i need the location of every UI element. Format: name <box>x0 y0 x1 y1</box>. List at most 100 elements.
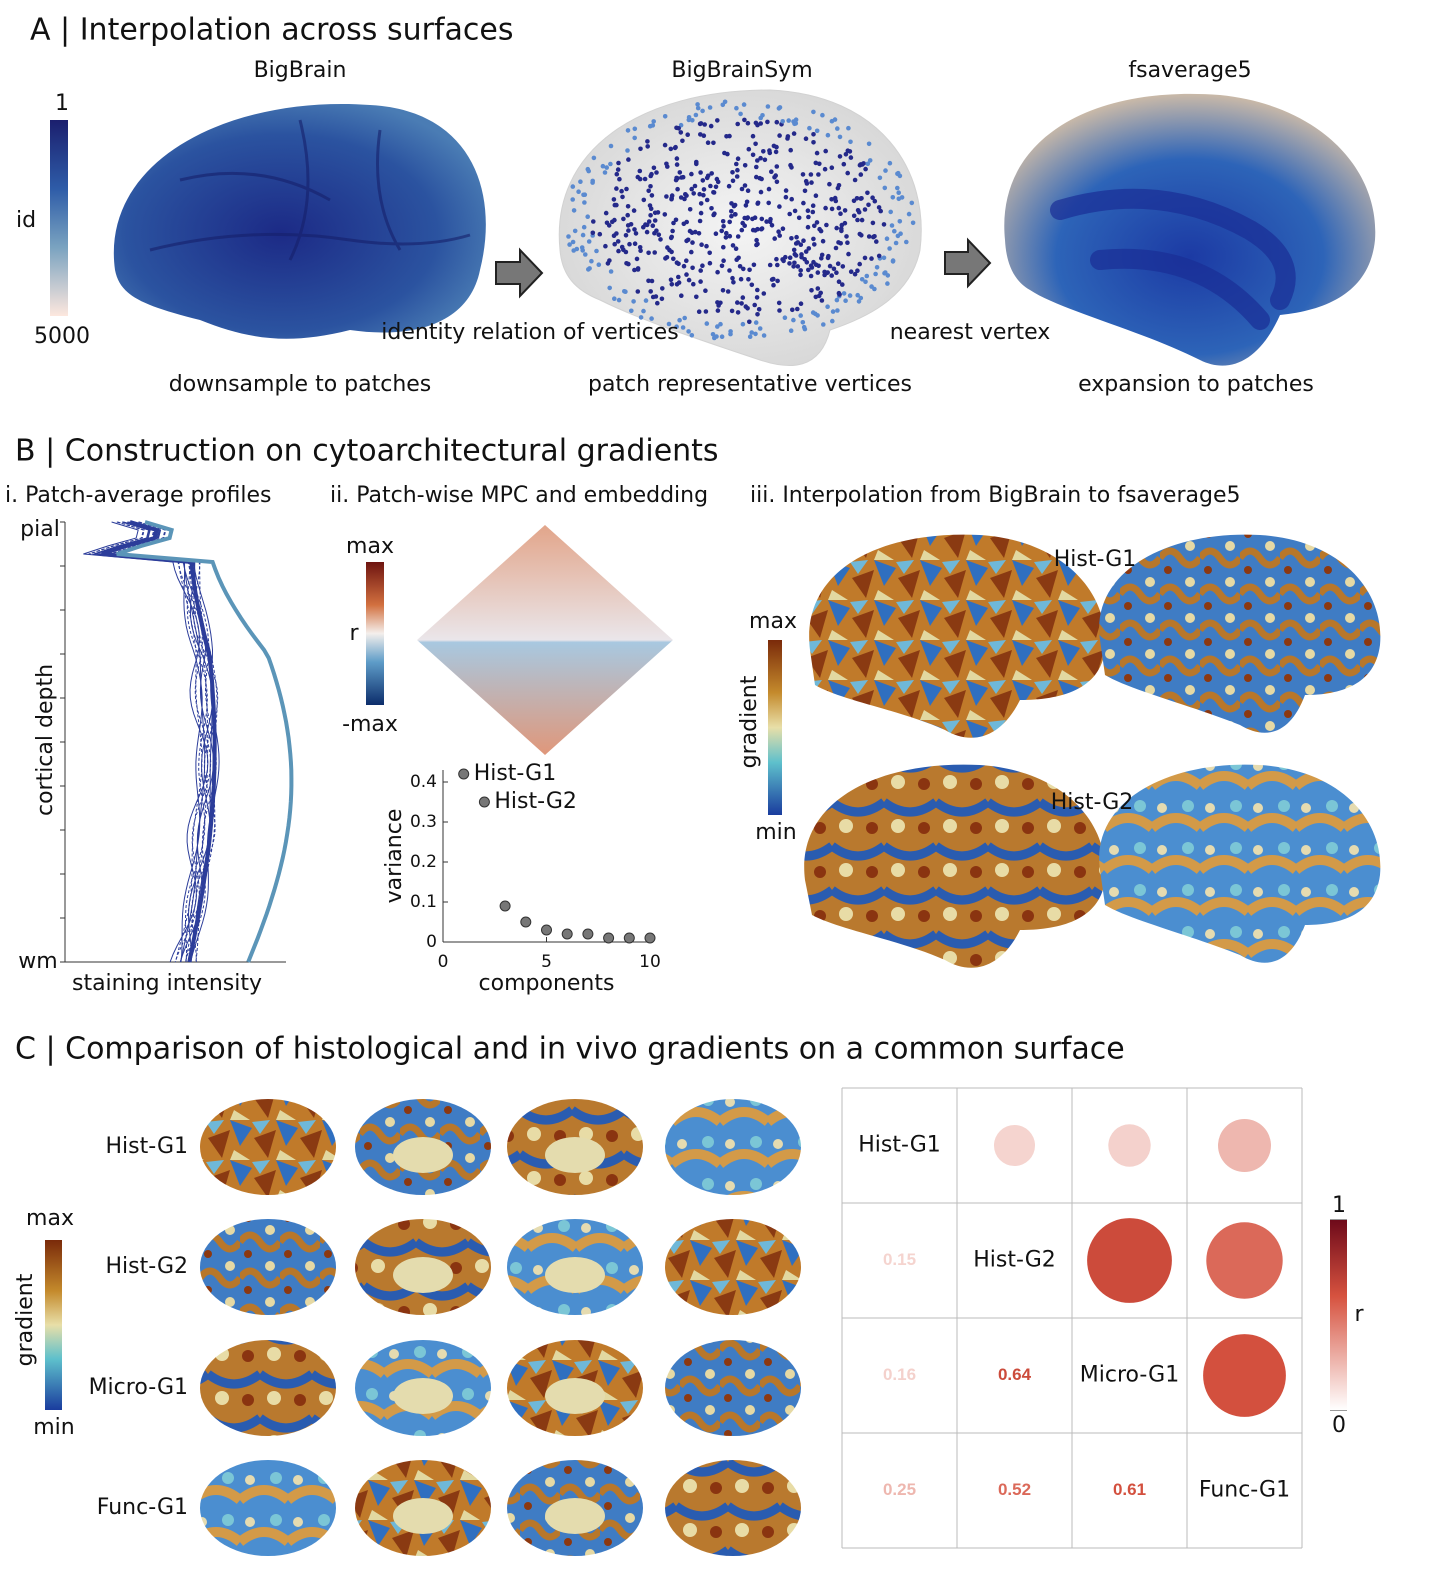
medial-wall <box>393 1137 453 1173</box>
vertex-dot <box>895 233 901 239</box>
vertex-dot <box>698 170 703 175</box>
vertex-dot <box>806 246 812 251</box>
vertex-dot <box>638 248 643 253</box>
vertex-dot <box>662 212 668 217</box>
vertex-dot <box>625 128 631 133</box>
brain-map <box>804 764 1106 968</box>
vertex-dot <box>840 264 846 269</box>
vertex-dot <box>638 146 643 152</box>
vertex-dot <box>646 219 652 224</box>
vertex-dot <box>680 138 685 144</box>
r-circle <box>1108 1124 1151 1167</box>
vertex-dot <box>806 214 811 220</box>
vertex-dot <box>586 267 591 272</box>
y-axis-label: variance <box>382 809 407 904</box>
vertex-dot <box>719 263 725 269</box>
vertex-dot <box>617 176 622 182</box>
vertex-dot <box>603 243 608 249</box>
vertex-dot <box>616 248 621 254</box>
vertex-dot <box>815 270 821 275</box>
vertex-dot <box>800 172 806 177</box>
vertex-dot <box>566 234 571 239</box>
vertex-dot <box>677 317 682 323</box>
vertex-dot <box>734 161 739 167</box>
vertex-dot <box>852 177 858 183</box>
vertex-dot <box>827 263 833 269</box>
vertex-dot <box>766 200 771 206</box>
vertex-dot <box>801 238 806 243</box>
vertex-dot <box>616 297 622 303</box>
vertex-dot <box>775 262 780 268</box>
vertex-dot <box>814 220 820 225</box>
vertex-dot <box>790 307 795 313</box>
vertex-dot <box>893 240 899 246</box>
vertex-dot <box>691 281 696 287</box>
vertex-dot <box>890 195 896 200</box>
profile-line <box>116 520 294 963</box>
vertex-dot <box>751 262 757 268</box>
vertex-dot <box>724 230 729 236</box>
vertex-dot <box>735 310 741 315</box>
vertex-dot <box>883 270 888 275</box>
medial-wall <box>393 1257 453 1293</box>
vertex-dot <box>761 149 766 154</box>
arrow <box>495 247 544 299</box>
vertex-dot <box>701 192 706 198</box>
vertex-dot <box>754 164 759 170</box>
vertex-dot <box>632 126 638 132</box>
axis-label: cortical depth <box>33 664 58 816</box>
diagonal-label: Micro-G1 <box>1080 1363 1179 1388</box>
vertex-dot <box>571 208 577 213</box>
vertex-dot <box>783 188 789 193</box>
brain-surface <box>1004 93 1376 366</box>
vertex-dot <box>741 102 747 107</box>
step-label: downsample to patches <box>169 372 432 397</box>
vertex-dot <box>816 172 821 177</box>
vertex-dot <box>687 207 693 212</box>
vertex-dot <box>574 246 580 252</box>
vertex-dot <box>874 239 879 244</box>
vertex-dot <box>904 239 909 245</box>
vertex-dot <box>769 169 774 174</box>
vertex-dot <box>727 133 732 139</box>
colorbar-tick-label: 0 <box>1332 1413 1346 1438</box>
vertex-dot <box>684 272 689 277</box>
vertex-dot <box>755 226 760 232</box>
vertex-dot <box>586 239 592 244</box>
vertex-dot <box>652 218 658 223</box>
vertex-dot <box>910 220 916 226</box>
brain-map <box>665 1340 801 1436</box>
brain-map <box>1099 764 1381 963</box>
vertex-dot <box>890 258 896 263</box>
vertex-dot <box>658 237 663 242</box>
point <box>644 932 656 944</box>
vertex-dot <box>775 278 780 284</box>
vertex-dot <box>753 120 759 126</box>
vertex-dot <box>644 222 650 228</box>
vertex-dot <box>887 160 893 166</box>
vertex-dot <box>795 240 801 245</box>
vertex-dot <box>691 191 696 196</box>
vertex-dot <box>700 108 705 114</box>
vertex-dot <box>612 217 617 223</box>
vertex-dot <box>684 258 689 264</box>
vertex-dot <box>792 121 797 127</box>
vertex-dot <box>626 228 631 233</box>
point <box>582 928 594 940</box>
vertex-dot <box>681 263 687 269</box>
vertex-dot <box>669 282 675 287</box>
vertex-dot <box>809 180 814 185</box>
y-tick-label: 0.4 <box>410 772 437 792</box>
vertex-dot <box>635 289 641 294</box>
vertex-dot <box>576 189 581 194</box>
vertex-dot <box>697 218 703 224</box>
vertex-dot <box>620 194 625 200</box>
vertex-dot <box>839 226 844 231</box>
point <box>499 900 511 912</box>
vertex-dot <box>774 164 780 169</box>
medial-wall <box>545 1137 605 1173</box>
vertex-dot <box>664 194 669 199</box>
vertex-dot <box>825 304 830 310</box>
vertex-dot <box>862 255 868 261</box>
vertex-dot <box>682 196 687 202</box>
